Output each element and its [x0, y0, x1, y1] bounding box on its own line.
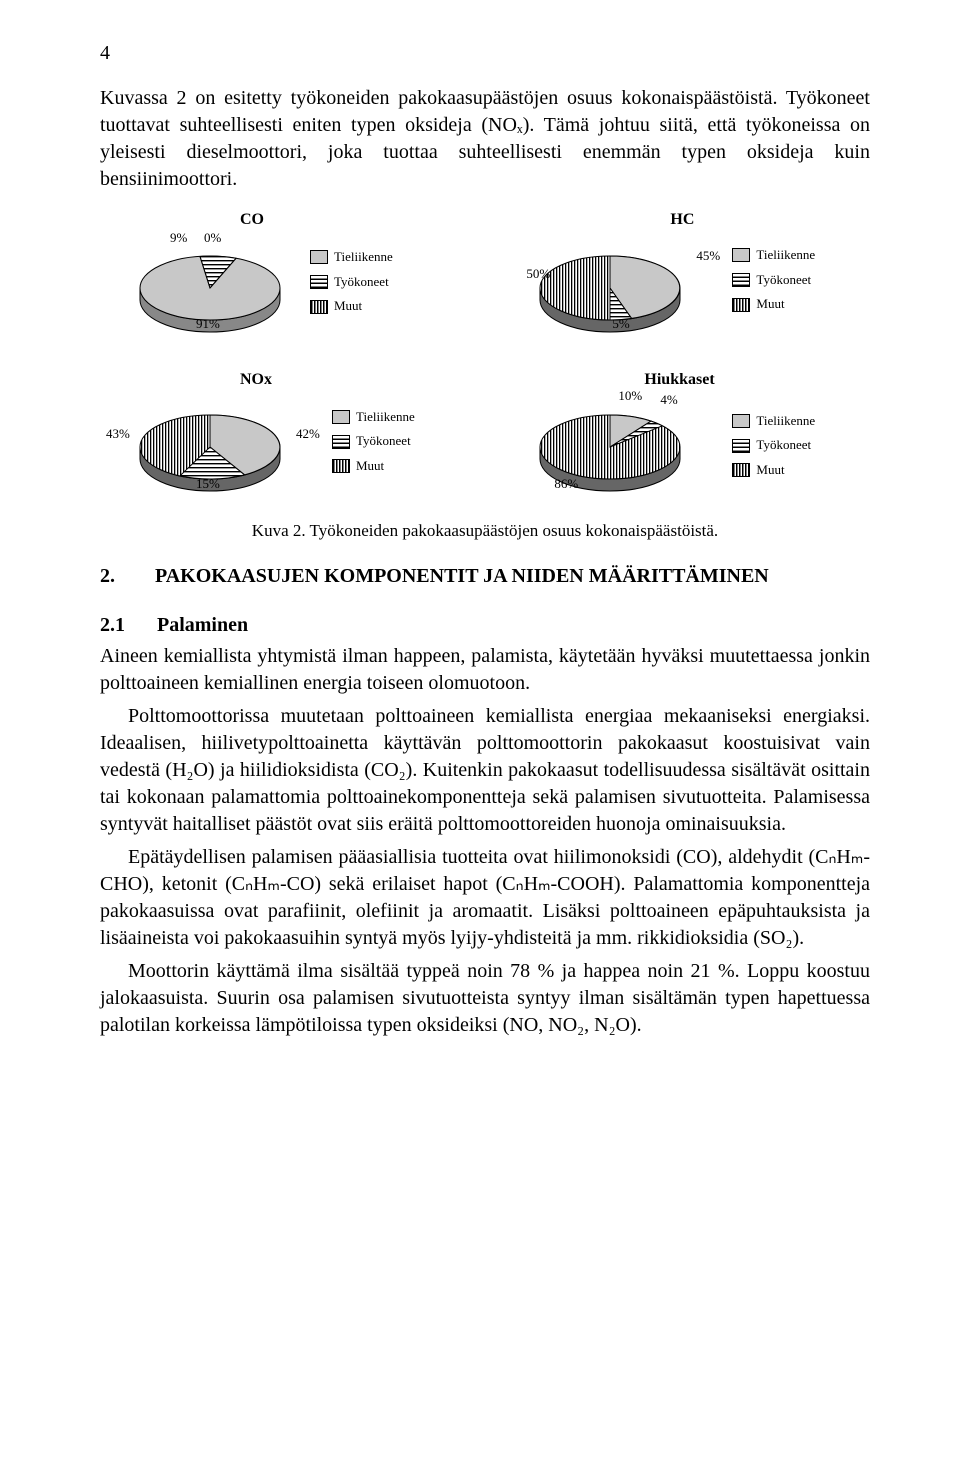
legend-item: Tieliikenne — [332, 405, 415, 430]
legend-label: Muut — [756, 292, 784, 317]
charts-row-1: CO — [100, 209, 870, 353]
document-page: 4 Kuvassa 2 on esitetty työkoneiden pako… — [0, 0, 960, 1477]
chart-hiukkaset: Hiukkaset 10% 4% 86% Tieliikenne Työkone… — [500, 369, 870, 513]
legend-item: Muut — [732, 458, 815, 483]
section-2-num: 2. — [100, 563, 115, 590]
legend-item: Työkoneet — [732, 268, 815, 293]
body-para-2: Polttomoottorissa muutetaan polttoaineen… — [100, 703, 870, 838]
intro-paragraph: Kuvassa 2 on esitetty työkoneiden pakoka… — [100, 85, 870, 193]
legend-swatch — [732, 248, 750, 262]
section-2-1-num: 2.1 — [100, 612, 125, 639]
legend-label: Työkoneet — [356, 429, 411, 454]
legend-nox: Tieliikenne Työkoneet Muut — [332, 405, 415, 479]
pie-hc — [500, 233, 720, 353]
legend-swatch — [732, 273, 750, 287]
section-2-1-heading: 2.1 Palaminen — [100, 612, 870, 639]
legend-item: Muut — [310, 294, 393, 319]
legend-label: Tieliikenne — [756, 243, 815, 268]
legend-item: Muut — [332, 454, 415, 479]
legend-swatch — [732, 414, 750, 428]
charts-row-2: NOx 43% 42% 15% Tieliikenne Työkoneet Mu… — [100, 369, 870, 513]
hc-label-5: 5% — [612, 315, 629, 333]
hc-label-50: 50% — [526, 265, 550, 283]
legend-hc: Tieliikenne Työkoneet Muut — [732, 243, 815, 317]
nox-label-15: 15% — [196, 475, 220, 493]
nox-label-43: 43% — [106, 425, 130, 443]
legend-label: Muut — [756, 458, 784, 483]
legend-swatch — [332, 410, 350, 424]
chart-hiukkaset-title: Hiukkaset — [500, 369, 870, 391]
legend-swatch — [332, 459, 350, 473]
legend-swatch — [310, 250, 328, 264]
body-para-1: Aineen kemiallista yhtymistä ilman happe… — [100, 643, 870, 697]
legend-label: Tieliikenne — [334, 245, 393, 270]
body-para-3: Epätäydellisen palamisen pääasiallisia t… — [100, 844, 870, 952]
legend-swatch — [310, 275, 328, 289]
legend-swatch — [310, 300, 328, 314]
legend-hiukkaset: Tieliikenne Työkoneet Muut — [732, 409, 815, 483]
pie-nox — [100, 392, 320, 512]
legend-label: Muut — [334, 294, 362, 319]
legend-item: Muut — [732, 292, 815, 317]
legend-item: Tieliikenne — [732, 243, 815, 268]
page-number: 4 — [100, 40, 870, 67]
legend-swatch — [732, 463, 750, 477]
co-label-0: 0% — [204, 229, 221, 247]
chart-hc: HC 50% 45% 5% Tieliikenne Työkoneet Muut — [500, 209, 870, 353]
body-para-4: Moottorin käyttämä ilma sisältää typpeä … — [100, 958, 870, 1039]
legend-label: Tieliikenne — [356, 405, 415, 430]
chart-nox: NOx 43% 42% 15% Tieliikenne Työkoneet Mu… — [100, 369, 470, 513]
legend-label: Työkoneet — [334, 270, 389, 295]
section-2-title: PAKOKAASUJEN KOMPONENTIT JA NIIDEN MÄÄRI… — [155, 563, 769, 590]
legend-item: Työkoneet — [332, 429, 415, 454]
chart-nox-title: NOx — [100, 369, 470, 391]
hc-label-45: 45% — [696, 247, 720, 265]
chart-hc-title: HC — [500, 209, 870, 231]
legend-swatch — [732, 298, 750, 312]
legend-item: Työkoneet — [310, 270, 393, 295]
legend-label: Muut — [356, 454, 384, 479]
hiuk-label-10: 10% — [618, 387, 642, 405]
hiuk-label-4: 4% — [660, 391, 677, 409]
chart-co-title: CO — [100, 209, 470, 231]
pie-co — [100, 233, 320, 353]
pie-hiukkaset — [500, 392, 720, 512]
section-2-1-title: Palaminen — [157, 612, 248, 639]
co-label-91: 91% — [196, 315, 220, 333]
legend-label: Työkoneet — [756, 433, 811, 458]
hiuk-label-86: 86% — [554, 475, 578, 493]
section-2-heading: 2. PAKOKAASUJEN KOMPONENTIT JA NIIDEN MÄ… — [100, 563, 870, 590]
nox-label-42: 42% — [296, 425, 320, 443]
co-label-9: 9% — [170, 229, 187, 247]
legend-item: Tieliikenne — [310, 245, 393, 270]
legend-swatch — [732, 439, 750, 453]
legend-label: Tieliikenne — [756, 409, 815, 434]
chart-co: CO — [100, 209, 470, 353]
legend-item: Työkoneet — [732, 433, 815, 458]
figure-caption: Kuva 2. Työkoneiden pakokaasupäästöjen o… — [100, 520, 870, 543]
legend-item: Tieliikenne — [732, 409, 815, 434]
legend-label: Työkoneet — [756, 268, 811, 293]
legend-swatch — [332, 435, 350, 449]
legend-co: Tieliikenne Työkoneet Muut — [310, 245, 393, 319]
